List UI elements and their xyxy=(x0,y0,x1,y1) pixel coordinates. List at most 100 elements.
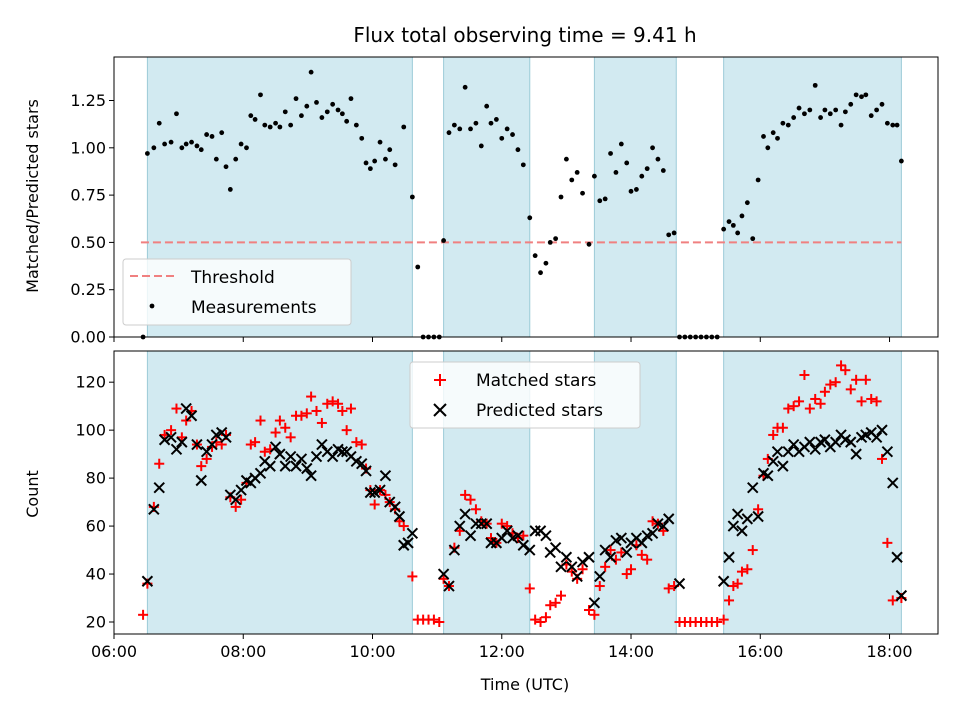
measurement-point xyxy=(198,147,204,153)
measurement-point xyxy=(520,162,526,168)
matched-stars-marker xyxy=(460,489,471,500)
measurement-point xyxy=(252,117,258,122)
matched-stars-marker xyxy=(502,521,513,532)
measurement-point xyxy=(569,177,575,183)
measurement-point xyxy=(174,111,179,117)
measurement-point xyxy=(468,126,473,132)
predicted-stars-marker xyxy=(576,556,589,568)
predicted-stars-marker xyxy=(771,446,784,458)
measurement-point xyxy=(660,168,666,173)
measurement-point xyxy=(580,190,585,196)
measurement-point xyxy=(233,156,239,162)
predicted-stars-marker xyxy=(870,431,883,444)
matched-stars-marker xyxy=(815,398,826,409)
matched-stars-marker xyxy=(154,458,165,469)
measurement-point xyxy=(409,194,415,200)
measurement-point xyxy=(613,170,619,175)
measurement-point xyxy=(179,145,185,151)
matched-stars-marker xyxy=(732,578,743,589)
y-tick-label: 1.25 xyxy=(70,91,106,110)
predicted-stars-marker xyxy=(829,436,842,448)
y-tick-label: 0.25 xyxy=(70,280,106,299)
top-y-ticks: 0.00 0.25 0.50 0.75 1.00 1.25 xyxy=(70,91,114,347)
predicted-stars-marker xyxy=(501,525,513,537)
matched-stars-marker xyxy=(398,521,409,532)
predicted-stars-marker xyxy=(809,443,821,456)
measurement-point xyxy=(189,139,194,145)
matched-stars-marker xyxy=(777,422,788,433)
measurement-point xyxy=(194,143,200,149)
measurement-point xyxy=(863,92,869,98)
matched-stars-marker xyxy=(485,533,496,544)
matched-stars-marker xyxy=(311,405,322,416)
matched-stars-marker xyxy=(724,595,735,606)
top-y-axis-label: Matched/Predicted stars xyxy=(23,99,42,293)
matched-stars-marker xyxy=(658,525,669,536)
top-panel: 0.00 0.25 0.50 0.75 1.00 1.25 Matched/Predict… xyxy=(23,56,939,347)
matched-stars-marker xyxy=(138,609,149,620)
measurement-point xyxy=(401,124,407,130)
x-tick-label: 08:00 xyxy=(220,642,266,661)
matched-stars-marker xyxy=(830,377,841,388)
matched-stars-marker xyxy=(327,396,338,407)
measurement-point xyxy=(183,141,189,147)
measurement-point xyxy=(258,92,263,98)
measurement-point xyxy=(853,92,859,98)
predicted-stars-marker xyxy=(673,577,686,590)
measurement-point xyxy=(624,160,630,166)
measurement-point xyxy=(744,200,750,206)
measurement-point xyxy=(532,253,538,259)
legend-matched-label: Matched stars xyxy=(476,371,596,391)
measurement-point xyxy=(499,135,505,141)
shaded-interval xyxy=(593,56,677,338)
predicted-stars-marker xyxy=(571,570,583,583)
measurement-point xyxy=(898,158,904,164)
predicted-stars-points xyxy=(141,402,908,609)
predicted-stars-marker xyxy=(727,520,740,532)
y-tick-label: 0.00 xyxy=(70,328,106,347)
matched-stars-marker xyxy=(470,504,481,515)
top-axes-frame xyxy=(113,56,939,338)
measurement-point xyxy=(213,156,219,162)
legend-measurements-swatch xyxy=(149,303,155,309)
predicted-stars-marker xyxy=(406,527,419,539)
measurement-point xyxy=(527,215,533,221)
matched-stars-marker xyxy=(712,617,723,628)
predicted-stars-marker xyxy=(454,520,466,532)
bottom-y-axis-label: Count xyxy=(23,470,42,518)
matched-stars-marker xyxy=(545,600,556,611)
measurement-point xyxy=(162,141,168,147)
predicted-stars-marker xyxy=(443,580,455,592)
measurement-point xyxy=(822,107,828,113)
measurement-point xyxy=(563,156,569,162)
measurement-point xyxy=(493,117,499,122)
predicted-stars-marker xyxy=(736,525,748,537)
matched-stars-marker xyxy=(530,614,541,625)
shaded-interval xyxy=(146,350,413,635)
matched-stars-marker xyxy=(535,617,546,628)
matched-stars-marker xyxy=(322,398,333,409)
predicted-stars-marker xyxy=(195,474,207,487)
matched-stars-marker xyxy=(804,403,815,414)
measurement-point xyxy=(890,122,896,128)
measurement-point xyxy=(324,109,330,115)
measurement-point xyxy=(894,122,900,128)
matched-stars-marker xyxy=(600,561,611,572)
measurement-point xyxy=(282,109,288,115)
measurement-point xyxy=(842,109,848,115)
measurement-point xyxy=(735,230,741,236)
matched-stars-marker xyxy=(428,614,439,625)
predicted-stars-marker xyxy=(310,450,323,463)
predicted-stars-marker xyxy=(360,465,372,477)
matched-stars-marker xyxy=(259,446,270,457)
x-tick-label: 18:00 xyxy=(866,642,912,661)
measurement-point xyxy=(775,135,780,141)
y-tick-label: 40 xyxy=(86,565,106,584)
measurement-point xyxy=(223,164,229,170)
predicted-stars-marker xyxy=(731,508,744,520)
matched-stars-marker xyxy=(550,597,561,608)
bottom-panel: 20 40 60 80 100 120 06:00 08:00 10:00 12:00 14:00… xyxy=(23,350,939,694)
measurement-point xyxy=(488,120,494,126)
predicted-stars-marker xyxy=(524,544,536,556)
